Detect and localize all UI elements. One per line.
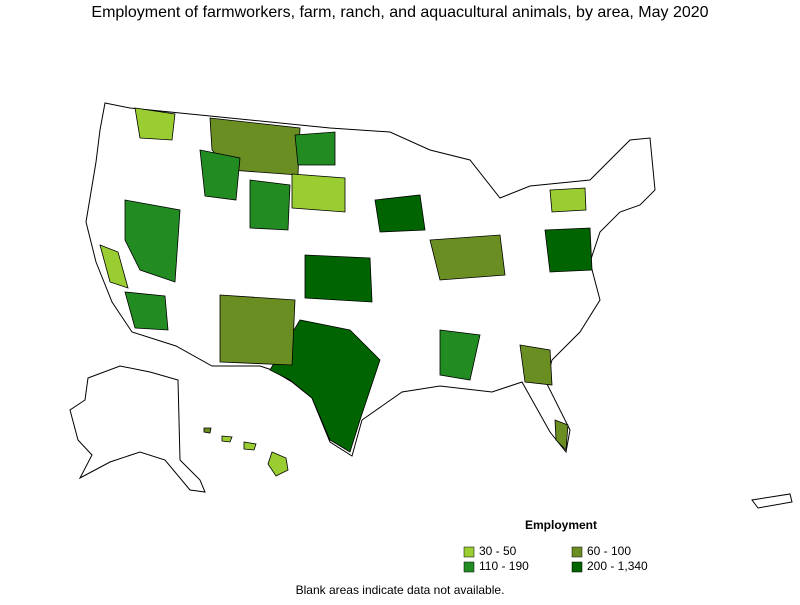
legend-label: 200 - 1,340 <box>587 559 648 573</box>
footnote: Blank areas indicate data not available. <box>296 583 505 597</box>
region <box>249 179 291 231</box>
legend-swatch <box>463 546 475 558</box>
legend-label: 30 - 50 <box>479 544 517 558</box>
legend-swatch <box>571 561 583 573</box>
hawaii-island <box>221 435 233 443</box>
region <box>544 227 593 273</box>
region <box>99 244 129 289</box>
map <box>69 102 793 509</box>
hawaii-island <box>203 427 212 434</box>
legend-swatch <box>571 546 583 558</box>
legend-swatch <box>463 561 475 573</box>
region <box>124 291 169 331</box>
map-title: Employment of farmworkers, farm, ranch, … <box>91 4 708 21</box>
region <box>549 187 587 213</box>
legend-label: 110 - 190 <box>479 559 529 573</box>
hawaii-island <box>243 441 257 451</box>
legend-label: 60 - 100 <box>587 544 631 558</box>
region <box>134 107 176 141</box>
region <box>429 234 506 281</box>
region <box>124 199 181 283</box>
legend: Employment 30 - 50 60 - 100 110 - 190 200 -… <box>463 518 648 573</box>
legend-title: Employment <box>525 518 597 532</box>
region <box>269 319 381 453</box>
alaska <box>69 365 206 493</box>
region <box>374 194 426 233</box>
region <box>519 344 553 386</box>
hawaii <box>203 427 289 477</box>
region <box>219 294 296 366</box>
region <box>294 131 336 166</box>
regions <box>99 107 593 453</box>
region <box>291 173 346 213</box>
region <box>554 419 569 451</box>
hawaii-island <box>267 451 289 477</box>
puerto-rico <box>751 493 793 509</box>
region <box>304 254 373 303</box>
region <box>439 329 481 381</box>
region <box>199 149 241 201</box>
